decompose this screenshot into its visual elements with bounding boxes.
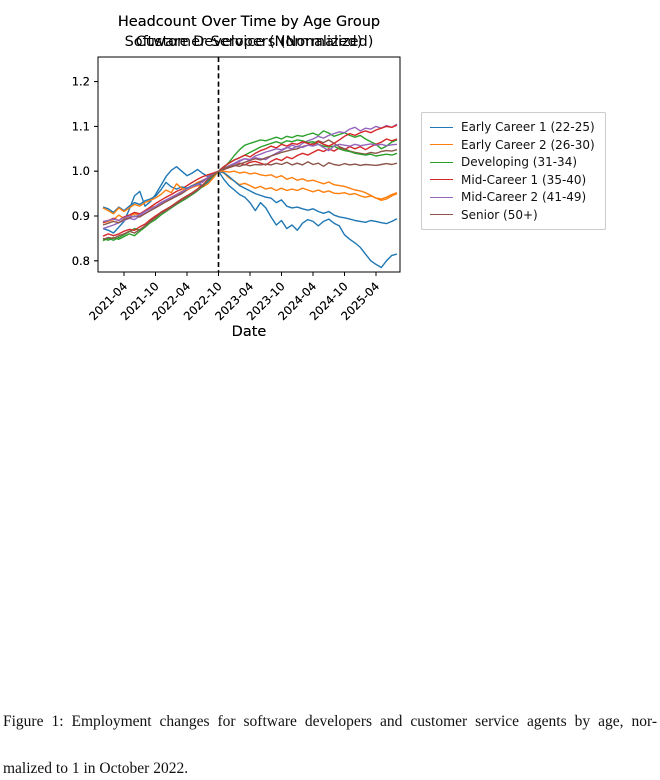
series-line (102, 161, 398, 240)
legend-item: Early Career 1 (22-25) (430, 120, 595, 134)
chart-title: Headcount Over Time by Age Group Softwar… (0, 12, 498, 52)
chart-customer-service: Headcount Over Time by Age Group Custome… (0, 0, 660, 345)
series-line (102, 170, 398, 225)
legend-line-swatch (430, 126, 453, 128)
series-line (102, 124, 398, 237)
legend-item: Early Career 2 (26-30) (430, 138, 595, 152)
y-tick-label: 0.9 (72, 209, 90, 223)
series-line (102, 170, 398, 215)
y-tick-label: 0.9 (72, 209, 90, 223)
legend-line-swatch (430, 214, 453, 215)
legend-label: Mid-Career 1 (35-40) (461, 172, 587, 187)
plot-border (97, 56, 401, 273)
y-tick-label: 1.2 (72, 75, 90, 89)
chart-title-line2: Software Developers (Normalized) (124, 34, 374, 50)
y-tick-label: 1.2 (72, 75, 90, 89)
chart-title-line1: Headcount Over Time by Age Group (117, 14, 381, 30)
chart-title-line1: Headcount Over Time by Age Group (117, 14, 381, 30)
series-line (102, 139, 398, 241)
chart-title-line2: Customer Service (Normalized) (135, 34, 363, 50)
y-tick-label: 1.0 (72, 164, 90, 178)
legend-label: Early Career 2 (26-30) (461, 137, 595, 152)
y-tick-label: 1.0 (72, 164, 90, 178)
legend-line-swatch (430, 144, 453, 145)
y-tick-label: 1.1 (72, 119, 90, 133)
legend-item: Mid-Career 2 (41-49) (430, 190, 595, 204)
x-axis-label: Date (232, 324, 267, 340)
legend-line-swatch (430, 179, 453, 180)
caption-line1: Figure 1: Employment changes for softwar… (3, 713, 657, 730)
legend-item: Mid-Career 1 (35-40) (430, 173, 595, 187)
legend-label: Developing (31-34) (461, 155, 578, 169)
legend-label: Senior (50+) (461, 207, 538, 222)
series-line (102, 138, 398, 224)
caption-line2: malized to 1 in October 2022. (3, 759, 189, 777)
legend-label: Mid-Career 2 (41-49) (461, 190, 587, 204)
y-tick-label: 1.1 (72, 119, 90, 133)
chart-title: Headcount Over Time by Age Group Custome… (0, 12, 498, 52)
legend-item: Senior (50+) (430, 208, 595, 222)
legend-item: Developing (31-34) (430, 155, 595, 169)
y-tick-label: 0.8 (72, 254, 90, 268)
figure-caption: Figure 1: Employment changes for softwar… (3, 710, 657, 780)
legend-label: Early Career 1 (22-25) (461, 120, 595, 134)
plot-area: 0.80.91.01.11.22021-042021-102022-042022… (72, 56, 401, 340)
series-line (102, 143, 398, 223)
legend-line-swatch (430, 161, 453, 163)
legend: Early Career 1 (22-25) Early Career 2 (26… (421, 112, 606, 230)
series-line (102, 139, 398, 226)
x-axis-label: Date (232, 324, 267, 340)
y-tick-label: 0.8 (72, 254, 90, 268)
legend-line-swatch (430, 196, 453, 198)
